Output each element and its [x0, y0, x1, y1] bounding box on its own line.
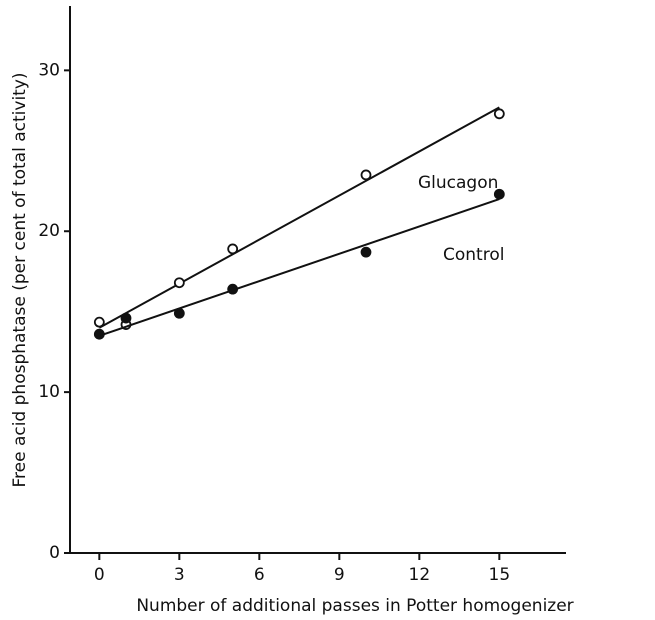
x-tick-label: 12	[409, 565, 431, 585]
y-tick-label: 0	[49, 543, 60, 563]
x-tick-label: 0	[94, 565, 105, 585]
x-tick-label: 6	[254, 565, 265, 585]
x-tick-label: 3	[174, 565, 185, 585]
annotation: Control	[443, 245, 504, 265]
data-point	[493, 188, 505, 200]
x-tick-label: 9	[334, 565, 345, 585]
y-tick-label: 10	[38, 382, 60, 402]
data-point	[93, 316, 105, 328]
annotation: Glucagon	[418, 173, 498, 193]
data-point	[360, 246, 372, 258]
fit-line	[98, 106, 500, 329]
y-tick-label: 30	[38, 60, 60, 80]
x-tick-label: 15	[489, 565, 511, 585]
data-point	[120, 312, 132, 324]
data-point	[173, 277, 185, 289]
y-axis-label: Free acid phosphatase (per cent of total…	[10, 72, 30, 487]
x-axis-label: Number of additional passes in Potter ho…	[136, 596, 573, 616]
data-point	[493, 108, 505, 120]
data-point	[93, 328, 105, 340]
data-point	[173, 307, 185, 319]
fit-line	[99, 198, 500, 337]
data-point	[227, 243, 239, 255]
data-point	[360, 169, 372, 181]
data-point	[227, 283, 239, 295]
y-tick-label: 20	[38, 221, 60, 241]
